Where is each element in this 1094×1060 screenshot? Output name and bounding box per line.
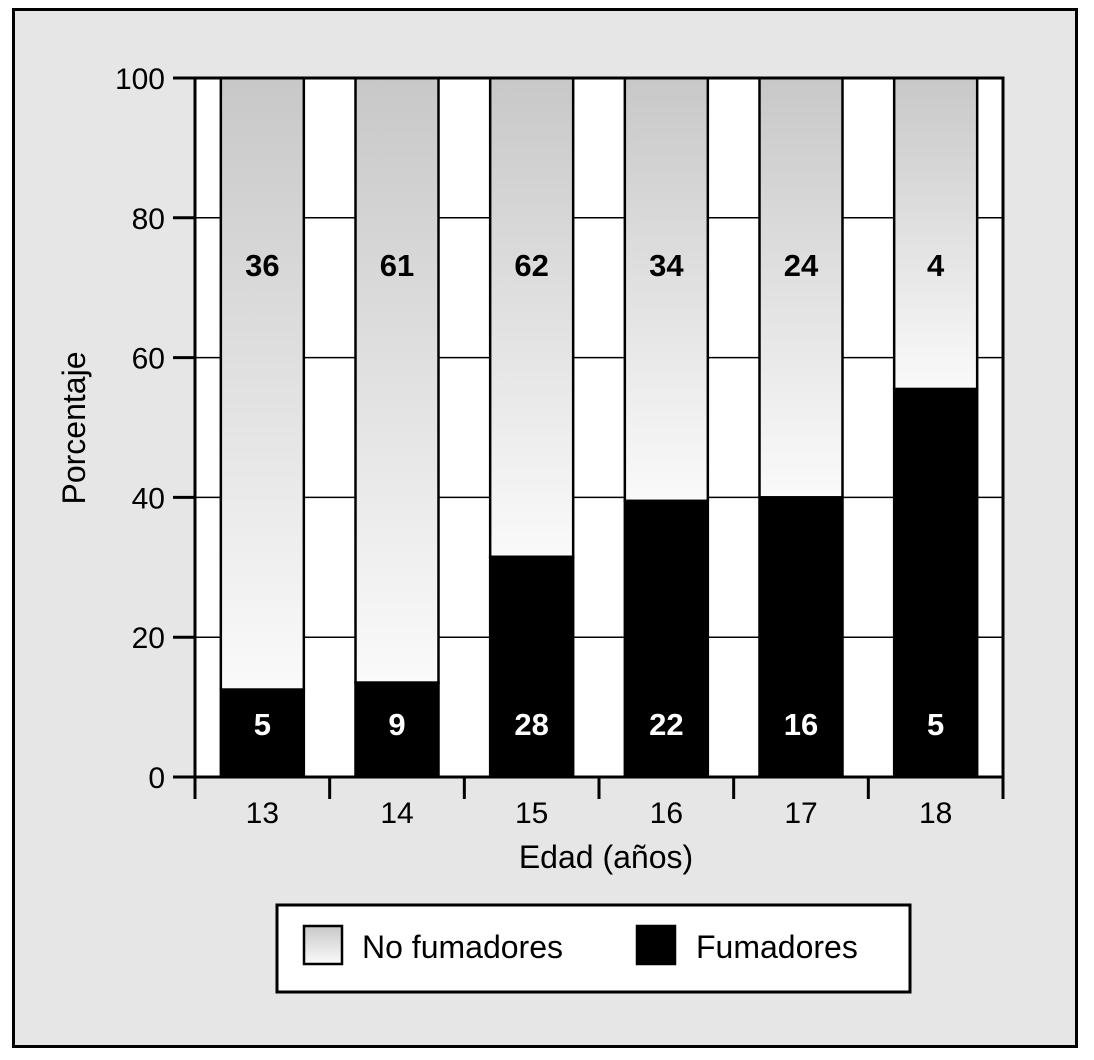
plot-area	[195, 78, 1003, 777]
x-tick-label: 13	[246, 797, 279, 830]
data-label-no-fumadores-14: 61	[380, 248, 414, 283]
bar-no-fumadores-13	[219, 76, 306, 691]
bar-no-fumadores-16	[623, 76, 710, 503]
bar-no-fumadores-17	[758, 76, 844, 499]
y-axis: 0 20 40 60 80 100	[115, 63, 197, 795]
bar-no-fumadores-18	[892, 76, 979, 391]
y-tick-label: 40	[132, 482, 165, 515]
x-tick-label: 18	[919, 797, 952, 830]
data-label-no-fumadores-18: 4	[927, 248, 945, 283]
bar-no-fumadores-14	[354, 76, 440, 684]
bar-fumadores-15	[488, 555, 575, 779]
data-label-fumadores-18: 5	[927, 707, 944, 742]
bar-labels: 36 5 61 9 62 28 34 22 24 16 4 5	[245, 248, 945, 742]
legend-label-no-fumadores: No fumadores	[362, 929, 563, 965]
legend: No fumadores Fumadores	[275, 903, 912, 994]
x-tick-label: 15	[515, 797, 548, 830]
y-tick-label: 0	[148, 762, 165, 795]
bar-fumadores-13	[219, 688, 306, 779]
legend-box	[275, 903, 912, 994]
x-axis-title: Edad (años)	[519, 839, 693, 875]
legend-label-fumadores: Fumadores	[696, 929, 858, 965]
x-tick-label: 14	[380, 797, 413, 830]
bar-fumadores-14	[354, 681, 440, 779]
data-label-no-fumadores-16: 34	[649, 248, 684, 283]
bar-fumadores-17	[758, 496, 844, 779]
data-label-fumadores-13: 5	[254, 707, 271, 742]
data-label-no-fumadores-15: 62	[514, 248, 548, 283]
data-label-no-fumadores-13: 36	[245, 248, 279, 283]
y-tick-label: 60	[132, 343, 165, 376]
data-label-fumadores-15: 28	[514, 707, 548, 742]
legend-swatch-fumadores	[635, 924, 677, 966]
legend-swatch-no-fumadores	[302, 924, 344, 966]
x-tick-label: 17	[784, 797, 817, 830]
bar-no-fumadores-15	[488, 76, 575, 559]
data-label-fumadores-14: 9	[388, 707, 405, 742]
y-tick-label: 80	[132, 203, 165, 236]
data-label-fumadores-16: 22	[649, 707, 683, 742]
x-axis: 13 14 15 16 17 18	[193, 777, 1005, 830]
y-tick-label: 100	[115, 63, 165, 96]
data-label-no-fumadores-17: 24	[784, 248, 819, 283]
y-tick-label: 20	[132, 622, 165, 655]
y-axis-title: Porcentaje	[56, 352, 92, 505]
bar-fumadores-18	[892, 387, 979, 779]
x-tick-label: 16	[650, 797, 683, 830]
data-label-fumadores-17: 16	[784, 707, 818, 742]
